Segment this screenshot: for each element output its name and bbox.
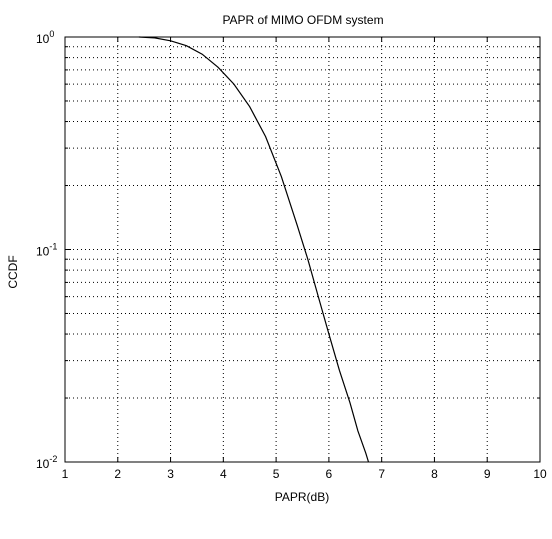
- series-line-0: [138, 36, 370, 463]
- x-tick-label: 7: [378, 467, 385, 481]
- x-tick-label: 1: [62, 467, 69, 481]
- x-tick-label: 5: [273, 467, 280, 481]
- x-tick-label: 4: [220, 467, 227, 481]
- x-tick-label: 2: [114, 467, 121, 481]
- x-ticks: 1 2 3 4 5 6 7 8 9 10: [62, 37, 547, 481]
- y-tick-label: 100: [36, 29, 54, 46]
- grid: [65, 37, 540, 462]
- y-tick-label: 10-2: [36, 454, 57, 471]
- x-tick-label: 6: [326, 467, 333, 481]
- x-tick-label: 3: [167, 467, 174, 481]
- y-tick-label: 10-1: [36, 242, 57, 259]
- series-layer: [138, 36, 370, 463]
- x-tick-label: 8: [431, 467, 438, 481]
- x-tick-label: 9: [484, 467, 491, 481]
- x-tick-label: 10: [533, 467, 547, 481]
- chart-title: PAPR of MIMO OFDM system: [222, 13, 383, 27]
- y-axis-label: CCDF: [6, 255, 20, 288]
- x-axis-label: PAPR(dB): [275, 490, 329, 504]
- y-ticks: 100 10-1 10-2: [36, 29, 540, 471]
- plot-frame: [64, 36, 541, 463]
